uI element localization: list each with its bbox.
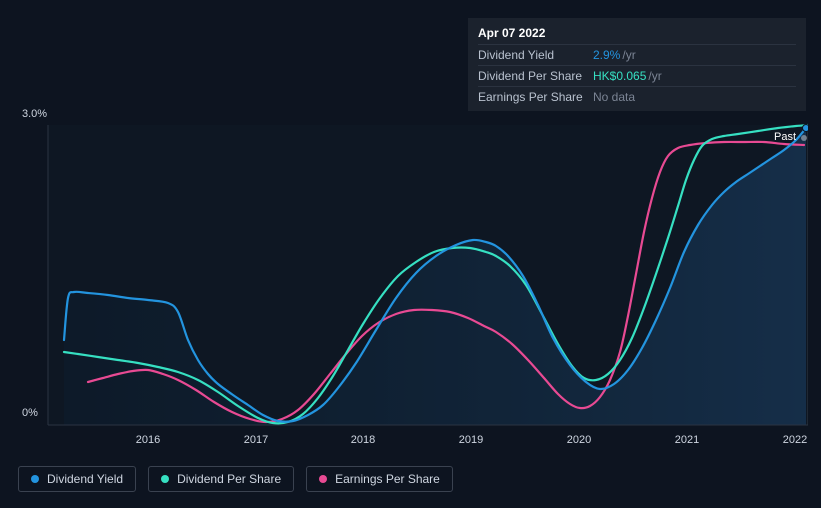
tooltip-label: Dividend Yield	[478, 48, 593, 62]
y-axis-label: 0%	[22, 407, 38, 419]
legend-label: Dividend Yield	[47, 472, 123, 486]
past-badge: Past	[774, 131, 796, 143]
legend: Dividend Yield Dividend Per Share Earnings…	[18, 466, 453, 492]
tooltip-value: 2.9%	[593, 48, 620, 62]
legend-label: Earnings Per Share	[335, 472, 440, 486]
tooltip-unit: /yr	[648, 69, 661, 83]
legend-dot-icon	[161, 475, 169, 483]
tooltip-label: Earnings Per Share	[478, 90, 593, 104]
tooltip-unit: /yr	[622, 48, 635, 62]
x-axis-label: 2017	[244, 434, 268, 446]
tooltip-row: Earnings Per ShareNo data	[478, 86, 796, 107]
legend-item[interactable]: Dividend Yield	[18, 466, 136, 492]
x-axis-label: 2022	[783, 434, 807, 446]
x-axis-label: 2018	[351, 434, 375, 446]
tooltip-value: HK$0.065	[593, 69, 646, 83]
chart-tooltip: Apr 07 2022 Dividend Yield2.9%/yrDividen…	[468, 18, 806, 111]
y-axis-label: 3.0%	[22, 108, 47, 120]
tooltip-row: Dividend Yield2.9%/yr	[478, 44, 796, 65]
x-axis-label: 2019	[459, 434, 483, 446]
legend-dot-icon	[31, 475, 39, 483]
x-axis: 2016 2017 2018 2019 2020 2021 2022	[18, 434, 808, 450]
x-axis-label: 2021	[675, 434, 699, 446]
legend-dot-icon	[319, 475, 327, 483]
legend-label: Dividend Per Share	[177, 472, 281, 486]
tooltip-label: Dividend Per Share	[478, 69, 593, 83]
tooltip-value: No data	[593, 90, 635, 104]
legend-item[interactable]: Earnings Per Share	[306, 466, 453, 492]
x-axis-label: 2016	[136, 434, 160, 446]
tooltip-row: Dividend Per ShareHK$0.065/yr	[478, 65, 796, 86]
tooltip-date: Apr 07 2022	[478, 24, 796, 44]
legend-item[interactable]: Dividend Per Share	[148, 466, 294, 492]
x-axis-label: 2020	[567, 434, 591, 446]
